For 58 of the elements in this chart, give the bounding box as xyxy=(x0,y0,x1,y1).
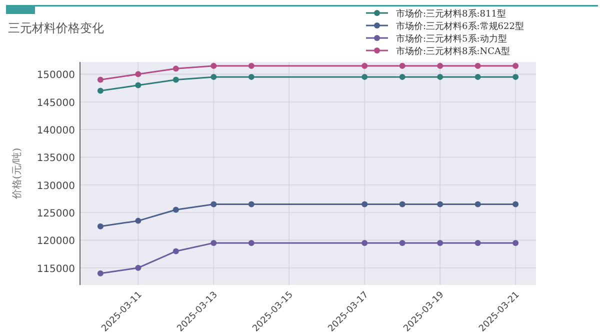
y-tick-label: 115000 xyxy=(36,264,75,275)
point xyxy=(512,62,519,69)
point xyxy=(474,74,481,80)
point xyxy=(248,240,254,246)
point xyxy=(399,240,406,246)
point xyxy=(248,201,254,208)
point xyxy=(210,74,217,80)
point xyxy=(210,240,217,246)
legend-label: 市场价:三元材料8系:NCA型 xyxy=(396,46,510,57)
point xyxy=(172,206,179,213)
point xyxy=(362,240,368,246)
y-tick-label: 145000 xyxy=(36,98,75,109)
legend-label: 市场价:三元材料5系:动力型 xyxy=(396,34,507,44)
y-tick-label: 125000 xyxy=(36,208,75,220)
point xyxy=(248,74,254,80)
point xyxy=(135,82,142,88)
y-tick-label: 140000 xyxy=(36,126,75,137)
point xyxy=(474,240,481,246)
y-axis-title: 价格(元/吨) xyxy=(11,148,23,200)
y-tick-label: 120000 xyxy=(36,236,75,248)
point xyxy=(172,248,179,254)
legend-label: 市场价:三元材料8系:811型 xyxy=(396,8,506,20)
y-tick-label: 130000 xyxy=(36,180,75,192)
point xyxy=(437,74,444,80)
point xyxy=(399,201,406,208)
point xyxy=(135,71,142,78)
point xyxy=(97,88,104,94)
point xyxy=(437,62,444,69)
point xyxy=(362,201,368,208)
point xyxy=(135,264,142,271)
point xyxy=(362,62,368,69)
point xyxy=(97,223,104,230)
point xyxy=(97,270,104,276)
point xyxy=(399,62,406,69)
point xyxy=(474,201,481,208)
point xyxy=(172,76,179,83)
point xyxy=(362,74,368,80)
point xyxy=(474,62,481,69)
point xyxy=(210,62,217,69)
legend-item: 市场价:三元材料8系:811型 xyxy=(366,10,506,20)
y-tick-label: 150000 xyxy=(36,70,75,82)
legend-label: 市场价:三元材料6系:常规622型 xyxy=(396,21,524,32)
point xyxy=(512,74,519,80)
point xyxy=(210,201,217,208)
legend-item: 市场价:三元材料6系:常规622型 xyxy=(366,22,524,32)
legend-item: 市场价:三元材料5系:动力型 xyxy=(366,34,507,44)
point xyxy=(437,201,444,208)
point xyxy=(512,240,519,246)
point xyxy=(97,76,104,83)
chart-title: 三元材料价格变化 xyxy=(8,21,104,35)
point xyxy=(512,201,519,208)
point xyxy=(437,240,444,246)
point xyxy=(399,74,406,80)
point xyxy=(135,218,142,224)
y-tick-label: 135000 xyxy=(36,153,75,164)
point xyxy=(172,66,179,72)
point xyxy=(248,62,254,69)
legend-item: 市场价:三元材料8系:NCA型 xyxy=(366,47,510,57)
